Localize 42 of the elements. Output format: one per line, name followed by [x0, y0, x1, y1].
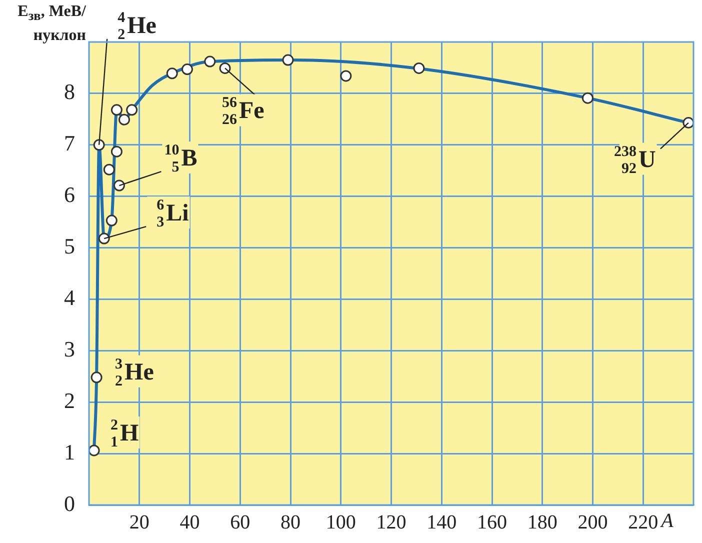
point — [103, 164, 115, 176]
x-tick-label: 80 — [280, 511, 300, 534]
x-tick-label: 120 — [376, 511, 406, 534]
x-tick-label: 220 — [628, 511, 658, 534]
y-tick-label: 0 — [64, 490, 75, 516]
point — [682, 117, 694, 129]
point — [98, 232, 110, 244]
x-tick-label: 140 — [426, 511, 457, 534]
point — [93, 139, 105, 151]
y-tick-label: 3 — [64, 336, 75, 362]
x-tick-label: 60 — [230, 511, 250, 534]
x-tick-label: 160 — [477, 511, 507, 534]
x-tick-label: 40 — [180, 511, 200, 534]
y-tick-label: 7 — [64, 130, 75, 156]
point — [118, 114, 130, 126]
point — [340, 70, 352, 82]
point — [582, 92, 594, 104]
point — [90, 372, 102, 384]
y-tick-label: 4 — [64, 285, 75, 310]
point — [110, 104, 122, 116]
y-tick-label: 1 — [64, 439, 75, 464]
y-tick-label: 2 — [64, 388, 75, 413]
x-tick-label: 100 — [326, 511, 356, 534]
point — [413, 62, 425, 74]
point — [126, 104, 138, 116]
x-axis-title: A — [661, 510, 674, 533]
x-tick-label: 20 — [129, 511, 150, 534]
point — [106, 214, 118, 226]
y-tick-label: 6 — [64, 182, 75, 208]
point — [219, 62, 231, 74]
y-tick-label: 8 — [64, 79, 75, 104]
point — [89, 444, 100, 456]
point — [204, 56, 216, 68]
x-tick-label: 200 — [578, 511, 608, 534]
point — [282, 54, 294, 66]
x-tick-label: 180 — [527, 511, 558, 534]
point — [110, 146, 122, 158]
point — [113, 180, 125, 192]
y-tick-label: 5 — [64, 234, 75, 259]
point — [181, 64, 193, 76]
y-axis-title: E$_{зв}$, МеВ/нуклон — [16, 2, 86, 46]
point — [166, 68, 178, 80]
